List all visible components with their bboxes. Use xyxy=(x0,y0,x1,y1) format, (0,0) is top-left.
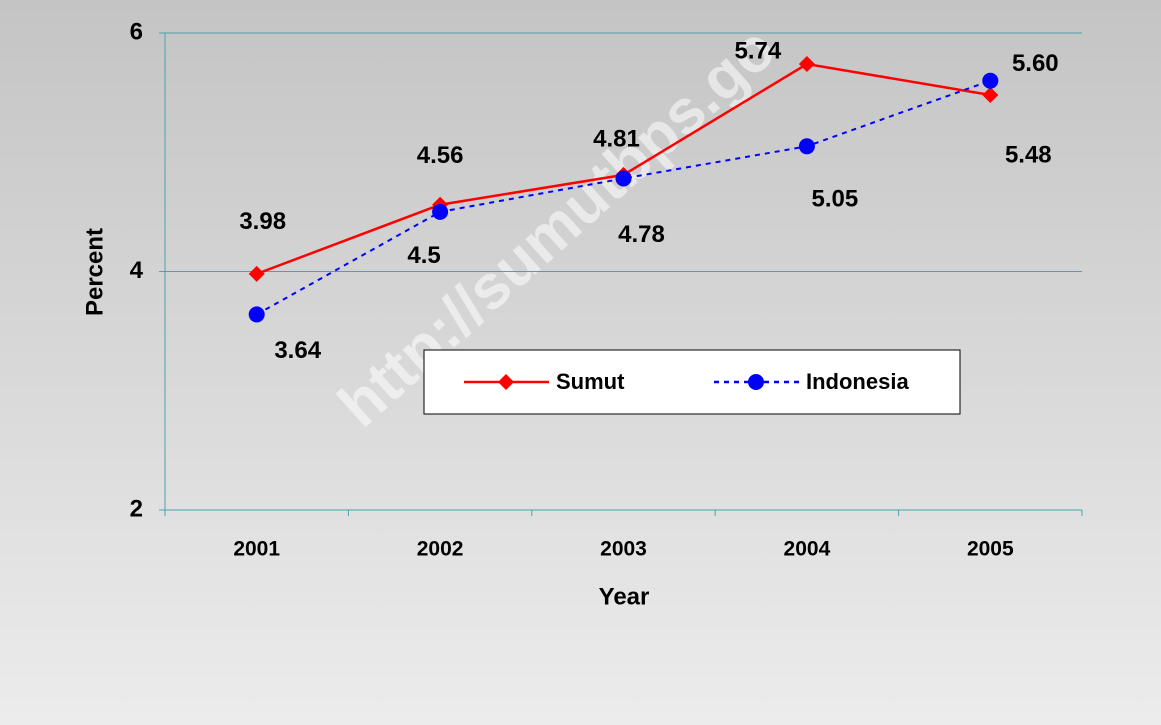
legend-label: Indonesia xyxy=(806,369,909,394)
data-label: 5.60 xyxy=(1012,50,1059,77)
point xyxy=(982,72,999,89)
legend-symbol xyxy=(498,374,514,390)
point xyxy=(798,56,815,73)
data-label: 4.78 xyxy=(618,221,665,248)
x-axis-label: Year xyxy=(599,583,650,610)
series-line xyxy=(256,79,991,316)
legend-symbol xyxy=(748,374,764,390)
legend-marker xyxy=(748,374,764,390)
y-tick-label: 4 xyxy=(130,257,144,284)
point xyxy=(615,170,632,187)
y-tick-label: 6 xyxy=(130,18,143,45)
data-label: 5.48 xyxy=(1005,141,1052,168)
data-label: 5.05 xyxy=(812,186,859,213)
data-label: 4.5 xyxy=(407,242,440,269)
x-tick-label: 2002 xyxy=(417,538,464,561)
point xyxy=(982,87,999,104)
data-label: 4.56 xyxy=(417,142,464,169)
data-label: 5.74 xyxy=(735,37,782,64)
legend-label: Sumut xyxy=(556,369,625,394)
x-tick-label: 2005 xyxy=(967,538,1014,561)
point xyxy=(248,306,265,323)
point xyxy=(432,203,449,220)
data-label: 3.98 xyxy=(239,208,286,235)
legend-marker xyxy=(498,374,514,390)
x-tick-label: 2003 xyxy=(600,538,647,561)
point xyxy=(248,265,265,282)
y-tick-label: 2 xyxy=(130,495,143,522)
data-label: 3.64 xyxy=(274,337,321,364)
x-tick-label: 2001 xyxy=(233,538,280,561)
y-axis-label: Percent xyxy=(81,228,108,316)
x-tick-label: 2004 xyxy=(784,538,831,561)
point xyxy=(798,138,815,155)
data-label: 4.81 xyxy=(593,125,640,152)
